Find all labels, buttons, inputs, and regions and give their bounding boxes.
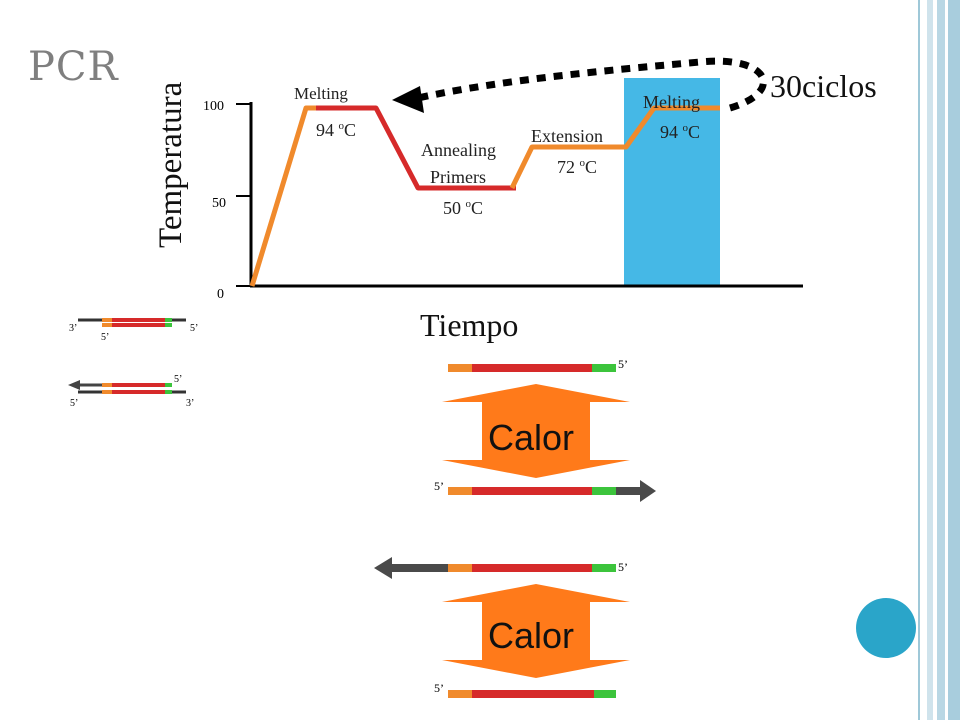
step-label-extension: Extension — [531, 126, 603, 146]
g2-bottom-end-label: 5’ — [434, 681, 444, 695]
g2-new-strand — [390, 564, 448, 572]
side-decoration-bar — [948, 0, 960, 720]
g1-bottom-green — [592, 487, 616, 495]
g1-bottom-orange — [448, 487, 472, 495]
cycle-highlight-box — [624, 78, 720, 286]
g2-bottom-red — [472, 690, 594, 698]
step-label-melting-1: Melting — [294, 84, 348, 103]
y-tick-label-100: 100 — [203, 99, 224, 114]
g1-top-end-label: 5’ — [618, 357, 628, 371]
step-temp-melting-1: 94 oC — [316, 120, 356, 140]
side-decoration-line — [918, 0, 920, 720]
y-tick-label-0: 0 — [217, 287, 224, 302]
g1-top-orange — [448, 364, 472, 372]
step-temp-melting-2: 94 oC — [660, 122, 700, 142]
step-label-melting-2: Melting — [643, 92, 700, 112]
side-decoration-bar — [927, 0, 933, 720]
g2-top-orange — [448, 564, 472, 572]
side-decoration-bar — [937, 0, 945, 720]
g2-new-strand-arrowhead — [374, 557, 392, 579]
g2-top-green — [592, 564, 616, 572]
step-label-annealing: Annealing — [421, 140, 496, 160]
step-label-primers: Primers — [430, 167, 486, 187]
g2-top-red — [472, 564, 592, 572]
g2-bottom-orange — [448, 690, 472, 698]
small-top-primer-end: 5’ — [101, 332, 109, 343]
heat-arrow-1 — [442, 384, 630, 478]
small-bottom-left-end: 5’ — [70, 398, 78, 409]
x-axis-label: Tiempo — [420, 307, 518, 343]
y-axis-label: Temperatura — [153, 81, 189, 248]
small-bottom-right-end: 3’ — [186, 398, 194, 409]
small-top-left-end: 3’ — [69, 323, 77, 334]
cycles-label: 30ciclos — [770, 68, 877, 104]
g1-top-red — [472, 364, 592, 372]
g1-top-green — [592, 364, 616, 372]
cycle-arrow-head — [392, 86, 424, 113]
g1-bottom-end-label: 5’ — [434, 479, 444, 493]
profile-denaturation — [316, 105, 516, 191]
g2-top-end-label: 5’ — [618, 560, 628, 574]
y-tick-label-50: 50 — [212, 196, 226, 211]
g1-new-strand-arrowhead — [640, 480, 656, 502]
profile-heating — [249, 105, 316, 287]
cycle-return-arrow — [417, 57, 767, 112]
g1-new-strand — [616, 487, 640, 495]
heat-label-1: Calor — [488, 417, 574, 458]
slide-title: PCR — [28, 44, 119, 90]
g1-bottom-red — [472, 487, 592, 495]
small-top-right-end: 5’ — [190, 323, 198, 334]
small-bottom-primer-end: 5’ — [174, 374, 182, 385]
heat-arrow-2 — [442, 584, 630, 678]
small-strand-bottom-arrowhead — [68, 380, 80, 390]
step-temp-extension: 72 oC — [557, 157, 597, 177]
g2-bottom-green — [594, 690, 616, 698]
step-temp-annealing: 50 oC — [443, 198, 483, 218]
decorative-circle — [856, 598, 916, 658]
heat-label-2: Calor — [488, 615, 574, 656]
profile-extension — [509, 105, 720, 190]
